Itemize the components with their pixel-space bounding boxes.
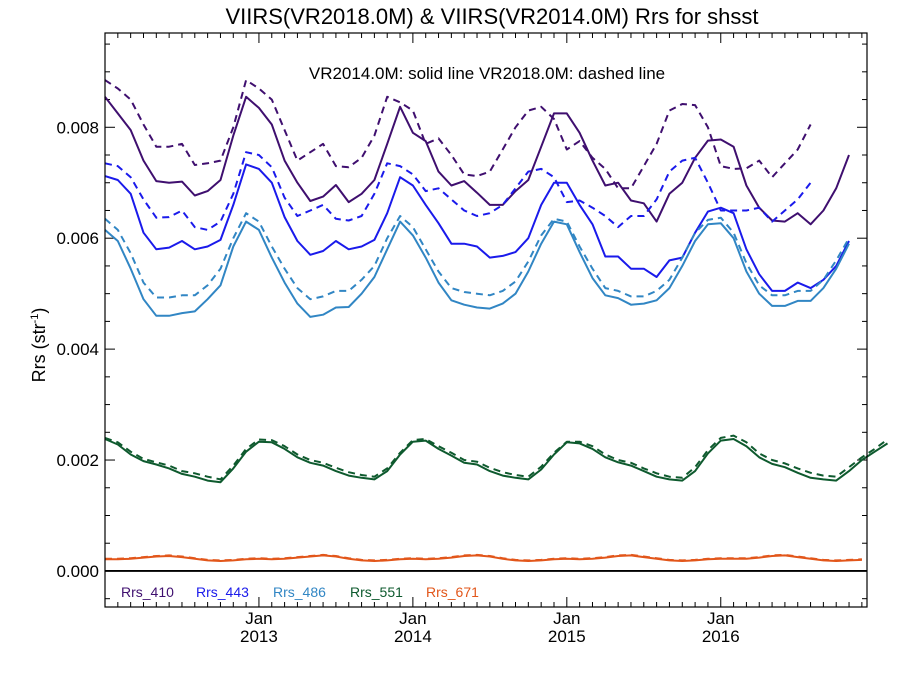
y-axis-label: Rrs (str-1) — [29, 308, 49, 383]
legend-item-rrs-410: Rrs_410 — [121, 584, 174, 600]
x-tick-month-label: Jan — [707, 609, 734, 628]
series-line-rrs-551-dashed — [104, 434, 889, 481]
legend-item-rrs-486: Rrs_486 — [273, 584, 326, 600]
y-tick-label: 0.006 — [56, 229, 99, 248]
y-tick-label: 0.004 — [56, 340, 99, 359]
x-tick-month-label: Jan — [399, 609, 426, 628]
line-style-note: VR2014.0M: solid line VR2018.0M: dashed … — [309, 64, 665, 83]
series-line-rrs-443-dashed — [104, 151, 812, 231]
y-tick-label: 0.000 — [56, 562, 99, 581]
series-line-rrs-486-dashed — [104, 212, 850, 301]
y-axis-label-close: ) — [29, 308, 49, 314]
x-tick-year-label: 2013 — [240, 627, 278, 646]
x-tick-year-label: 2014 — [394, 627, 432, 646]
series-line-rrs-410-solid — [104, 95, 850, 226]
y-axis-label-sup: -1 — [29, 314, 41, 324]
x-tick-year-label: 2015 — [548, 627, 586, 646]
chart-title: VIIRS(VR2018.0M) & VIIRS(VR2014.0M) Rrs … — [225, 4, 758, 29]
x-tick-year-label: 2016 — [702, 627, 740, 646]
y-tick-label: 0.008 — [56, 118, 99, 137]
x-tick-month-label: Jan — [553, 609, 580, 628]
x-tick-month-label: Jan — [245, 609, 272, 628]
plot-area: 0.0000.0020.0040.0060.008Jan2013Jan2014J… — [56, 33, 889, 646]
series-line-rrs-486-solid — [104, 220, 850, 318]
y-tick-label: 0.002 — [56, 451, 99, 470]
legend-item-rrs-551: Rrs_551 — [350, 584, 403, 600]
y-axis-label-main: Rrs (str — [29, 323, 49, 382]
plot-frame — [104, 32, 868, 608]
legend-item-rrs-671: Rrs_671 — [426, 584, 479, 600]
series-line-rrs-410-dashed — [104, 79, 812, 190]
legend-item-rrs-443: Rrs_443 — [196, 584, 249, 600]
series-line-rrs-671-dashed — [105, 553, 862, 562]
series-line-rrs-551-solid — [104, 438, 889, 484]
